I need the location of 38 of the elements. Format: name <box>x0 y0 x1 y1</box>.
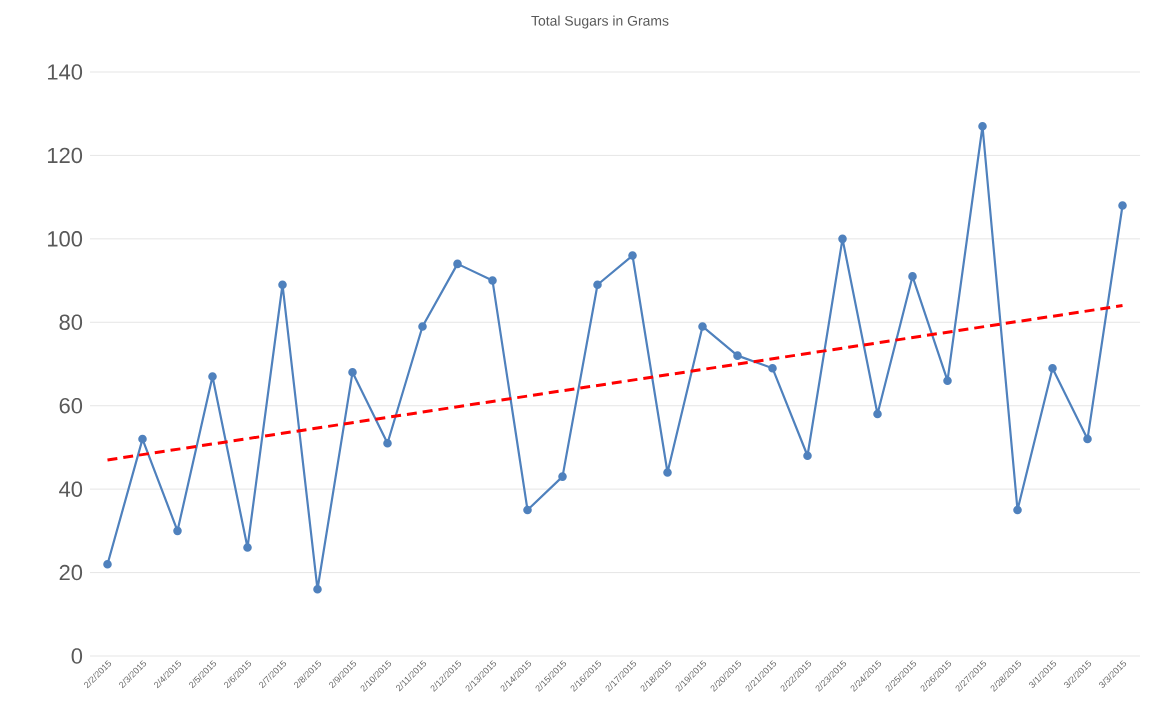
point <box>803 451 812 461</box>
point <box>138 434 147 444</box>
point <box>628 251 637 260</box>
point <box>173 526 182 536</box>
point <box>348 368 357 377</box>
point <box>453 259 462 269</box>
point <box>208 372 217 381</box>
point <box>838 234 847 244</box>
point <box>488 276 497 285</box>
y-tick-label: 60 <box>59 397 83 414</box>
point <box>243 543 252 552</box>
point <box>943 376 952 385</box>
y-tick-label: 20 <box>59 564 83 581</box>
point <box>908 272 917 281</box>
point <box>313 584 322 594</box>
point <box>523 505 532 515</box>
y-tick-label: 120 <box>48 147 83 164</box>
y-tick-label: 0 <box>71 648 83 664</box>
point <box>1013 505 1022 515</box>
point <box>978 121 987 131</box>
point <box>698 322 707 331</box>
point <box>768 363 777 373</box>
y-tick-label: 40 <box>59 481 83 497</box>
point <box>663 468 672 477</box>
y-tick-label: 140 <box>48 64 83 80</box>
point <box>418 322 427 331</box>
point <box>558 472 567 481</box>
point <box>733 351 742 360</box>
point <box>1118 201 1127 210</box>
point <box>278 280 287 290</box>
y-tick-label: 100 <box>48 231 83 247</box>
point <box>1048 363 1057 373</box>
point <box>103 559 112 569</box>
y-tick-label: 80 <box>59 314 83 331</box>
point <box>873 409 882 419</box>
point <box>1083 434 1092 444</box>
point <box>593 280 602 290</box>
point <box>383 438 392 448</box>
